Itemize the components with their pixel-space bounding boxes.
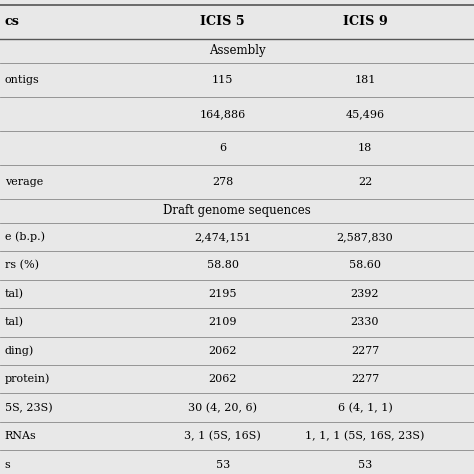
Text: 1, 1, 1 (5S, 16S, 23S): 1, 1, 1 (5S, 16S, 23S) bbox=[305, 431, 425, 441]
Text: 2109: 2109 bbox=[209, 317, 237, 328]
Text: 115: 115 bbox=[212, 74, 234, 85]
Text: 53: 53 bbox=[358, 459, 372, 470]
Text: 45,496: 45,496 bbox=[346, 109, 384, 119]
Text: 2277: 2277 bbox=[351, 346, 379, 356]
Text: 58.60: 58.60 bbox=[349, 260, 381, 271]
Text: 18: 18 bbox=[358, 143, 372, 153]
Text: 58.80: 58.80 bbox=[207, 260, 239, 271]
Text: 5S, 23S): 5S, 23S) bbox=[5, 402, 52, 413]
Text: ICIS 9: ICIS 9 bbox=[343, 15, 387, 28]
Text: ontigs: ontigs bbox=[5, 74, 39, 85]
Text: 2195: 2195 bbox=[209, 289, 237, 299]
Text: e (b.p.): e (b.p.) bbox=[5, 232, 45, 242]
Text: RNAs: RNAs bbox=[5, 431, 36, 441]
Text: protein): protein) bbox=[5, 374, 50, 384]
Text: 2062: 2062 bbox=[209, 374, 237, 384]
Text: 164,886: 164,886 bbox=[200, 109, 246, 119]
Text: 22: 22 bbox=[358, 177, 372, 187]
Text: 30 (4, 20, 6): 30 (4, 20, 6) bbox=[188, 402, 257, 413]
Text: ICIS 5: ICIS 5 bbox=[201, 15, 245, 28]
Text: verage: verage bbox=[5, 177, 43, 187]
Text: 2,587,830: 2,587,830 bbox=[337, 232, 393, 242]
Text: 2330: 2330 bbox=[351, 317, 379, 328]
Text: 278: 278 bbox=[212, 177, 233, 187]
Text: cs: cs bbox=[5, 15, 19, 28]
Text: tal): tal) bbox=[5, 289, 24, 299]
Text: ding): ding) bbox=[5, 346, 34, 356]
Text: rs (%): rs (%) bbox=[5, 260, 39, 271]
Text: 3, 1 (5S, 16S): 3, 1 (5S, 16S) bbox=[184, 431, 261, 441]
Text: 181: 181 bbox=[354, 74, 376, 85]
Text: tal): tal) bbox=[5, 317, 24, 328]
Text: 6: 6 bbox=[219, 143, 227, 153]
Text: Draft genome sequences: Draft genome sequences bbox=[163, 204, 311, 218]
Text: 6 (4, 1, 1): 6 (4, 1, 1) bbox=[337, 402, 392, 413]
Text: 2277: 2277 bbox=[351, 374, 379, 384]
Text: 2,474,151: 2,474,151 bbox=[194, 232, 251, 242]
Text: 53: 53 bbox=[216, 459, 230, 470]
Text: s: s bbox=[5, 459, 10, 470]
Text: 2062: 2062 bbox=[209, 346, 237, 356]
Text: 2392: 2392 bbox=[351, 289, 379, 299]
Text: Assembly: Assembly bbox=[209, 44, 265, 57]
